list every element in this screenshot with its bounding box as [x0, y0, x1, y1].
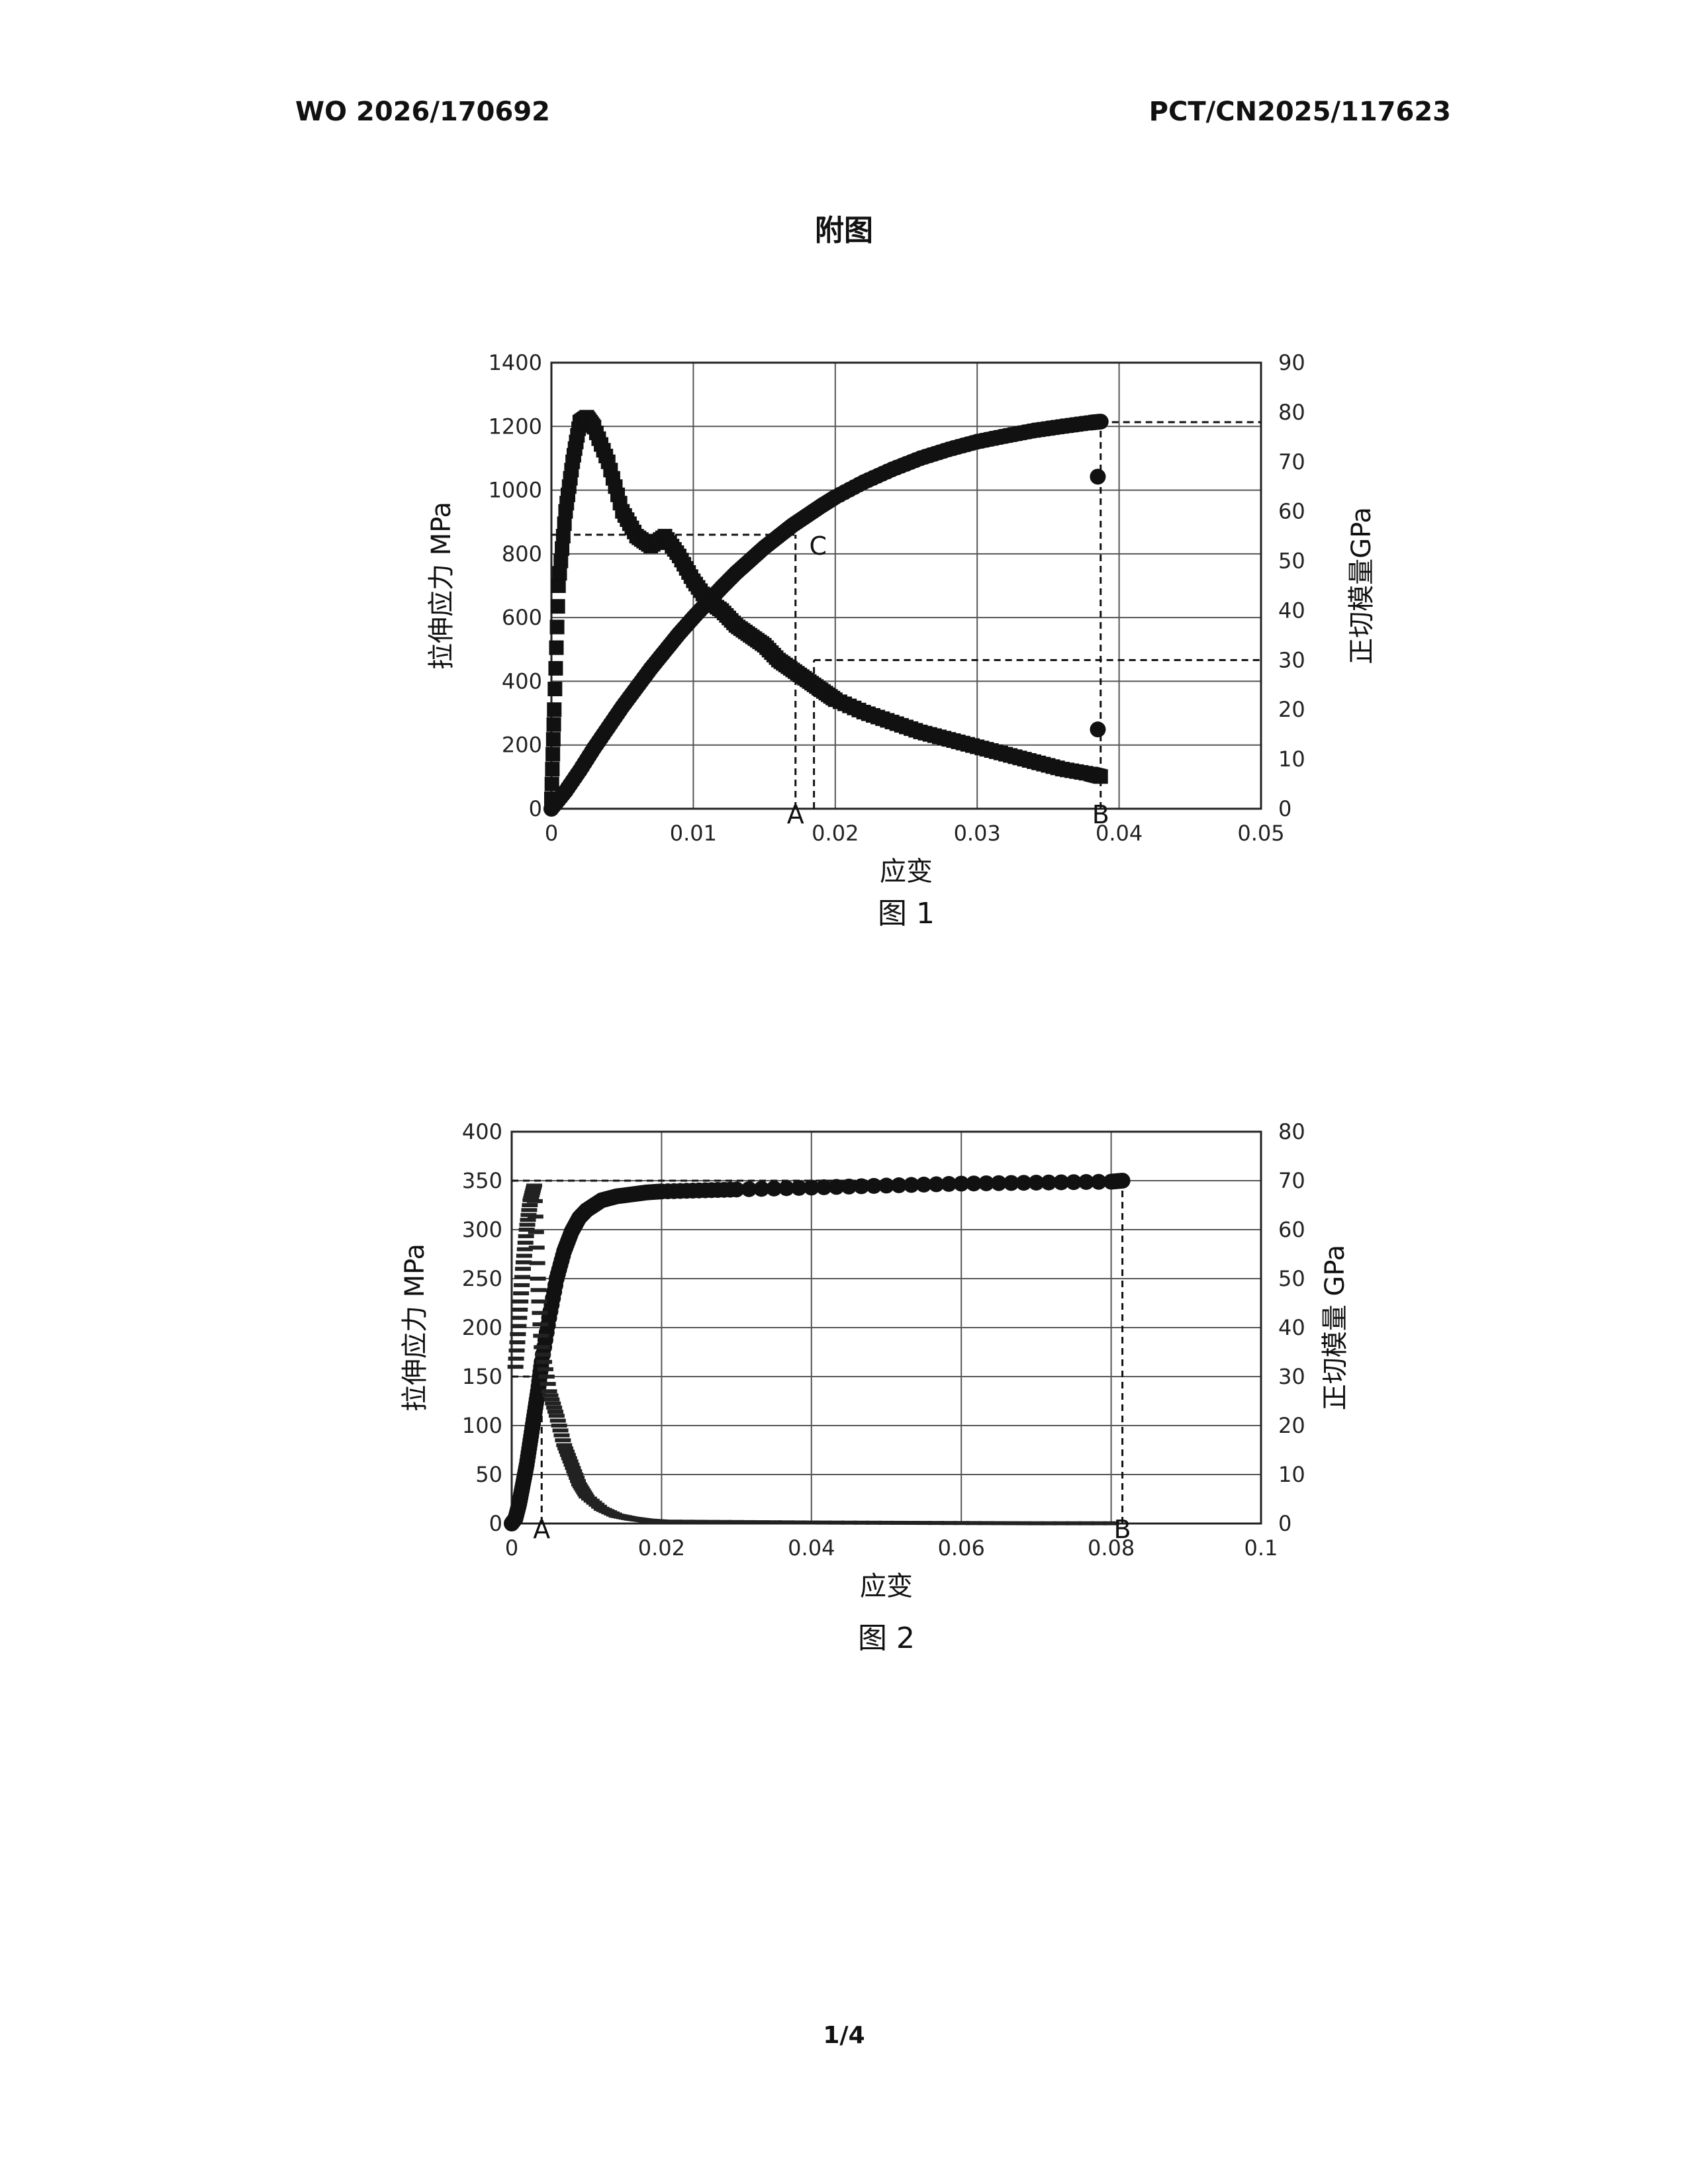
- data-point: [530, 1261, 545, 1265]
- x-tick-label: 0: [505, 1535, 518, 1561]
- data-point: [514, 1283, 530, 1287]
- y2-tick-label: 40: [1278, 1315, 1305, 1340]
- y-tick-label: 350: [462, 1168, 502, 1193]
- data-point: [532, 1322, 548, 1326]
- data-point: [528, 1214, 543, 1218]
- data-point: [509, 1349, 525, 1353]
- y2-tick-label: 60: [1278, 1217, 1305, 1242]
- data-point: [553, 1433, 569, 1437]
- data-point: [521, 1208, 537, 1212]
- y2-tick-label: 30: [1278, 1364, 1305, 1389]
- y2-tick-label: 10: [1278, 1462, 1305, 1487]
- x-tick-label: 0.02: [638, 1535, 685, 1561]
- data-point: [555, 1438, 571, 1442]
- data-point: [533, 1334, 549, 1338]
- data-point: [527, 1199, 543, 1203]
- data-point: [526, 1183, 542, 1187]
- data-point: [532, 1300, 547, 1304]
- data-point: [520, 1223, 536, 1227]
- figure-caption: 图 2: [858, 1621, 915, 1655]
- data-point: [516, 1253, 532, 1257]
- data-point: [514, 1275, 530, 1279]
- data-point: [536, 1360, 552, 1364]
- data-point: [550, 1419, 566, 1423]
- y2-axis-label: 正切模量 GPa: [1320, 1245, 1350, 1411]
- x-tick-label: 0.04: [788, 1535, 835, 1561]
- data-point: [532, 1311, 547, 1315]
- y-tick-label: 250: [462, 1266, 502, 1291]
- y2-tick-label: 70: [1278, 1168, 1305, 1193]
- data-point: [518, 1234, 534, 1238]
- data-point: [510, 1332, 526, 1336]
- data-point: [530, 1277, 546, 1281]
- data-point: [509, 1340, 525, 1344]
- data-point: [546, 1406, 562, 1410]
- data-point: [528, 1230, 544, 1234]
- data-point: [529, 1246, 545, 1250]
- y-tick-label: 150: [462, 1364, 502, 1389]
- y-tick-label: 300: [462, 1217, 502, 1242]
- data-point: [542, 1393, 558, 1397]
- data-point: [510, 1324, 526, 1328]
- y2-tick-label: 80: [1278, 1119, 1305, 1144]
- data-point: [543, 1398, 559, 1402]
- data-point: [512, 1300, 528, 1304]
- x-tick-label: 0.1: [1244, 1535, 1278, 1561]
- y-tick-label: 400: [462, 1119, 502, 1144]
- data-point: [541, 1389, 557, 1393]
- y2-tick-label: 50: [1278, 1266, 1305, 1291]
- data-point: [551, 1424, 567, 1428]
- data-point: [511, 1316, 527, 1320]
- data-point: [513, 1291, 529, 1295]
- data-point: [1115, 1173, 1131, 1189]
- data-point: [512, 1308, 528, 1312]
- y-tick-label: 200: [462, 1315, 502, 1340]
- data-point: [540, 1382, 556, 1386]
- y-tick-label: 50: [475, 1462, 502, 1487]
- data-point: [516, 1260, 532, 1264]
- page-number: 1/4: [0, 2022, 1688, 2049]
- point-label-a: A: [533, 1515, 550, 1544]
- data-point: [538, 1367, 553, 1371]
- data-point: [547, 1410, 563, 1414]
- y-axis-label: 拉伸应力 MPa: [400, 1244, 430, 1412]
- data-point: [535, 1353, 551, 1357]
- y2-tick-label: 0: [1278, 1511, 1291, 1536]
- data-point: [508, 1365, 524, 1369]
- data-point: [531, 1288, 547, 1292]
- x-axis-label: 应变: [860, 1571, 913, 1602]
- data-point: [553, 1428, 569, 1432]
- data-point: [508, 1357, 524, 1361]
- data-point: [518, 1241, 534, 1245]
- data-point: [549, 1414, 565, 1418]
- y-tick-label: 0: [489, 1511, 502, 1536]
- y2-tick-label: 20: [1278, 1413, 1305, 1438]
- y-tick-label: 100: [462, 1413, 502, 1438]
- data-point: [522, 1203, 538, 1207]
- data-point: [539, 1375, 555, 1379]
- point-label-b: B: [1114, 1515, 1131, 1544]
- data-point: [515, 1267, 531, 1271]
- data-point: [545, 1402, 561, 1406]
- data-point: [534, 1345, 549, 1349]
- x-tick-label: 0.06: [938, 1535, 985, 1561]
